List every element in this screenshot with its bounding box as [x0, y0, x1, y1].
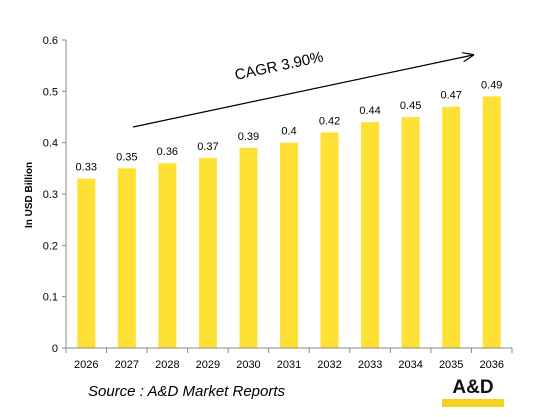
x-axis: 2026 2027 2028 2029 2030 2031 2032 2033 2034 2035…	[65, 347, 513, 371]
data-label: 0.33	[76, 162, 97, 174]
x-tick-label: 2030	[236, 359, 260, 371]
y-axis-title: In USD Billion	[24, 162, 35, 228]
y-tick-label: 0	[52, 343, 58, 355]
bar-2030	[239, 147, 258, 348]
logo-text: A&D	[452, 377, 494, 398]
bar-2032	[320, 132, 339, 348]
x-tick-label: 2032	[317, 359, 341, 371]
x-tick-label: 2031	[277, 359, 301, 371]
data-label: 0.47	[440, 90, 461, 102]
x-tick-label: 2029	[196, 359, 220, 371]
cagr-annotation: CAGR 3.90%	[233, 49, 325, 84]
data-label: 0.35	[116, 151, 137, 163]
x-tick-label: 2035	[439, 359, 463, 371]
y-tick-label: 0.6	[43, 35, 58, 47]
y-tick-label: 0.2	[43, 240, 58, 252]
x-tick-label: 2036	[479, 359, 503, 371]
bar-2029	[198, 158, 217, 348]
data-labels: 0.33 0.35 0.36 0.37 0.39 0.4 0.42 0.44 0.45 0.47 0…	[76, 79, 503, 173]
data-label: 0.49	[481, 79, 502, 91]
cagr-arrow	[132, 55, 473, 128]
data-label: 0.39	[238, 131, 259, 143]
x-tick-label: 2034	[398, 359, 422, 371]
x-tick-label: 2026	[74, 359, 98, 371]
source-caption: Source : A&D Market Reports	[88, 383, 286, 400]
y-tick-label: 0.4	[43, 138, 58, 150]
bar-2031	[280, 142, 298, 348]
bar-2034	[401, 117, 420, 348]
x-tick-label: 2028	[155, 359, 179, 371]
bar-2026	[77, 178, 96, 348]
brand-logo: A&D	[442, 377, 504, 407]
data-label: 0.36	[157, 146, 178, 158]
data-label: 0.37	[197, 141, 218, 153]
x-tick-label: 2033	[358, 359, 382, 371]
x-tick-label: 2027	[115, 359, 139, 371]
bar-2028	[158, 163, 177, 348]
data-label: 0.44	[359, 105, 380, 117]
bar-2035	[442, 106, 461, 348]
data-label: 0.45	[400, 100, 421, 112]
bar-2036	[482, 96, 501, 348]
logo-band	[442, 399, 504, 407]
y-tick-label: 0.3	[43, 189, 58, 201]
y-axis: 0 0.1 0.2 0.3 0.4 0.5 0.6	[43, 35, 67, 355]
data-label: 0.4	[281, 126, 296, 138]
data-label: 0.42	[319, 115, 340, 127]
y-tick-label: 0.1	[43, 292, 58, 304]
bars	[77, 96, 501, 348]
y-tick-label: 0.5	[43, 86, 58, 98]
bar-2033	[361, 122, 380, 348]
bar-2027	[117, 168, 136, 348]
